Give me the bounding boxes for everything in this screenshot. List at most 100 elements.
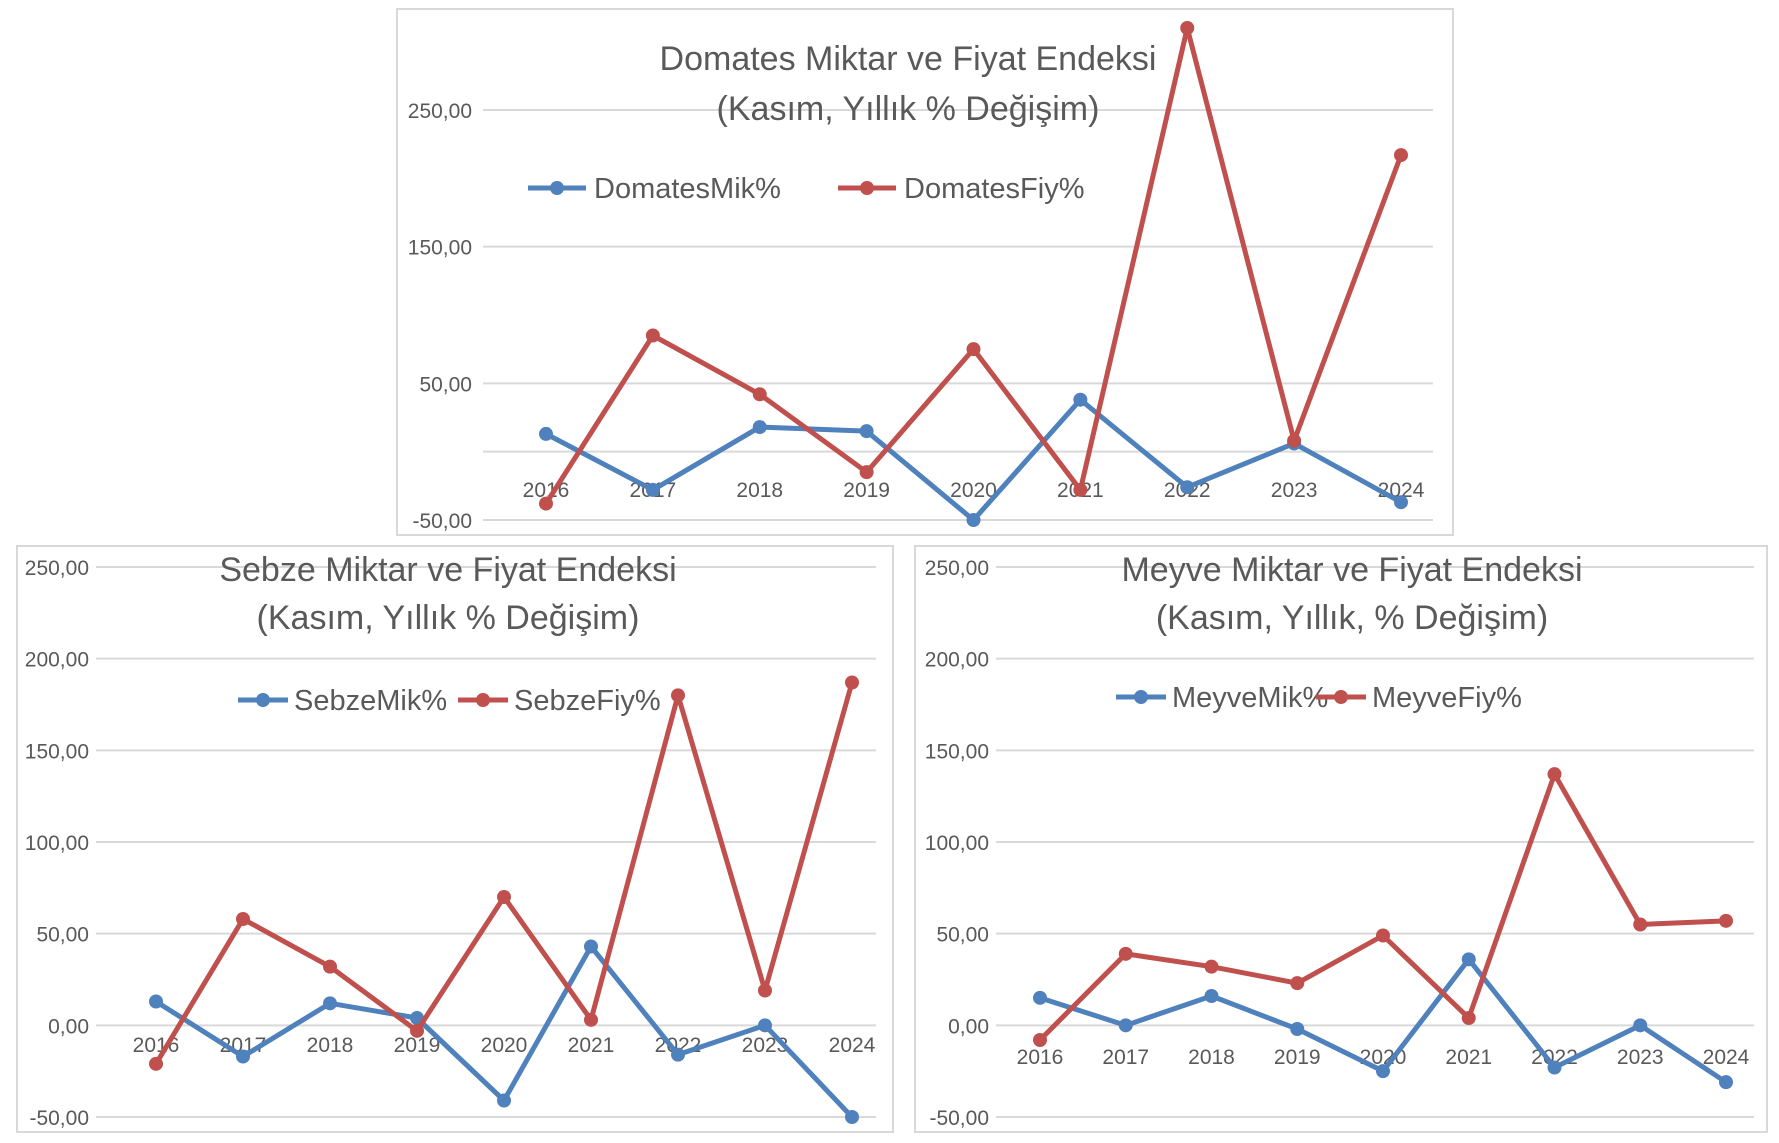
meyve-chart: -50,00 0,00 50,00 100,00 150,00 200,00 250,00 2…	[925, 551, 1754, 1130]
data-point	[1287, 433, 1302, 448]
x-tick-label: 2016	[1017, 1046, 1064, 1069]
x-tick-label: 2018	[736, 479, 783, 502]
legend-label: DomatesMik%	[594, 173, 781, 205]
data-point	[859, 424, 874, 439]
data-point	[758, 1018, 772, 1033]
series-line	[153, 680, 855, 1067]
x-tick-label: 2024	[829, 1034, 876, 1057]
data-point	[1204, 989, 1219, 1003]
y-tick-label: 150,00	[25, 740, 89, 763]
legend-marker	[860, 181, 874, 195]
x-tick-label: 2019	[1274, 1046, 1321, 1069]
data-point	[1376, 928, 1390, 943]
data-point	[497, 1093, 511, 1108]
x-tick-label: 2018	[1188, 1046, 1235, 1069]
y-tick-label: 200,00	[25, 649, 89, 672]
domates-chart-panel: -50,0050,00150,00250,0020162017201820192…	[396, 8, 1454, 536]
data-point	[859, 465, 874, 480]
data-point	[410, 1023, 424, 1038]
data-point	[1033, 1033, 1047, 1047]
y-tick-label: 250,00	[408, 100, 472, 123]
data-point	[645, 328, 660, 343]
x-tick-label: 2020	[950, 479, 997, 502]
data-point	[1547, 767, 1562, 782]
y-tick-label: 250,00	[925, 557, 989, 580]
y-tick-label: 0,00	[948, 1015, 989, 1038]
chart-title: Domates Miktar ve Fiyat Endeksi	[660, 40, 1157, 78]
data-point	[1180, 480, 1195, 495]
x-tick-label: 2018	[307, 1034, 354, 1057]
data-point	[752, 420, 767, 435]
y-tick-label: -50,00	[29, 1107, 89, 1130]
chart-subtitle: (Kasım, Yıllık, % Değişim)	[1156, 599, 1548, 637]
data-point	[1394, 495, 1408, 510]
data-point	[236, 1049, 250, 1064]
data-point	[1376, 1064, 1390, 1079]
x-tick-label: 2021	[1445, 1046, 1492, 1069]
y-tick-label: 100,00	[925, 832, 989, 855]
legend-label: MeyveMik%	[1172, 682, 1328, 714]
legend-label: SebzeMik%	[294, 685, 447, 717]
data-point	[1394, 148, 1408, 163]
legend-marker	[1334, 690, 1348, 704]
data-point	[1719, 1075, 1733, 1090]
x-tick-label: 2021	[568, 1034, 615, 1057]
domates-chart: -50,0050,00150,00250,0020162017201820192…	[408, 21, 1433, 533]
data-point	[1033, 990, 1047, 1005]
legend-marker	[1134, 690, 1148, 704]
data-point	[323, 996, 337, 1011]
y-tick-label: -50,00	[412, 510, 472, 533]
sebze-chart: -50,00 0,00 50,00 100,00 150,00 200,00 250,00 2…	[25, 551, 876, 1130]
legend-marker	[256, 693, 270, 707]
data-point	[323, 959, 337, 974]
data-point	[1547, 1060, 1562, 1075]
x-tick-label: 2017	[1102, 1046, 1149, 1069]
sebze-chart-panel: -50,00 0,00 50,00 100,00 150,00 200,00 250,00 2…	[16, 545, 894, 1133]
x-tick-label: 2023	[1617, 1046, 1664, 1069]
data-point	[236, 912, 250, 926]
chart-subtitle: (Kasım, Yıllık % Değişim)	[717, 90, 1100, 128]
chart-title: Sebze Miktar ve Fiyat Endeksi	[219, 551, 676, 589]
data-point	[149, 994, 163, 1009]
y-tick-label: 50,00	[36, 924, 89, 947]
data-point	[584, 1012, 598, 1027]
data-point	[539, 496, 553, 511]
data-point	[1290, 1022, 1305, 1036]
data-point	[645, 482, 660, 497]
x-tick-label: 2020	[481, 1034, 528, 1057]
series-line	[1037, 771, 1729, 1043]
data-point	[149, 1056, 163, 1071]
y-tick-label: 250,00	[25, 557, 89, 580]
data-point	[752, 387, 767, 402]
y-tick-label: 150,00	[408, 237, 472, 260]
data-point	[1633, 917, 1648, 932]
y-tick-label: 0,00	[48, 1015, 89, 1038]
x-tick-label: 2023	[1271, 479, 1318, 502]
legend-marker	[550, 181, 564, 195]
data-point	[1118, 946, 1133, 961]
y-tick-label: 150,00	[925, 740, 989, 763]
legend-label: SebzeFiy%	[514, 685, 661, 717]
data-point	[1461, 952, 1476, 967]
data-point	[497, 890, 511, 904]
y-tick-label: 200,00	[925, 649, 989, 672]
x-tick-label: 2019	[843, 479, 890, 502]
y-tick-label: 50,00	[936, 924, 989, 947]
data-point	[845, 1110, 859, 1124]
data-point	[584, 939, 598, 954]
data-point	[671, 1047, 685, 1062]
y-tick-label: -50,00	[929, 1107, 989, 1130]
chart-subtitle: (Kasım, Yıllık % Değişim)	[257, 599, 640, 637]
data-point	[966, 342, 981, 357]
meyve-chart-panel: -50,00 0,00 50,00 100,00 150,00 200,00 250,00 2…	[914, 545, 1768, 1133]
data-point	[1118, 1018, 1133, 1033]
legend-marker	[476, 693, 490, 707]
data-point	[1180, 21, 1195, 35]
data-point	[539, 426, 553, 441]
chart-title: Meyve Miktar ve Fiyat Endeksi	[1121, 551, 1582, 589]
data-point	[845, 675, 859, 690]
data-point	[966, 513, 981, 527]
data-point	[1719, 913, 1733, 928]
series-line	[153, 944, 855, 1120]
data-point	[1073, 392, 1088, 407]
